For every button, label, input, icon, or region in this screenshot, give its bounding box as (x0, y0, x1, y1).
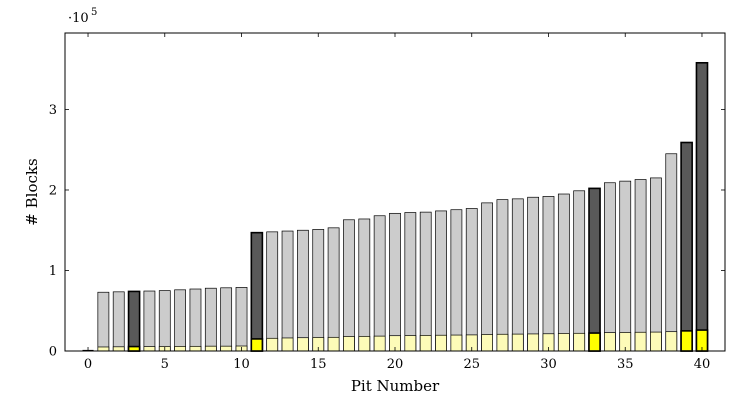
bar-total-pit-29 (527, 196, 540, 352)
bar-total-pit-35 (619, 180, 632, 352)
y-tick-label: 3 (49, 103, 57, 118)
bar-subset-pit-4 (143, 346, 156, 352)
y-tick-label: 1 (49, 264, 57, 279)
bars-group (82, 61, 709, 352)
x-axis-label: Pit Number (351, 377, 440, 395)
x-tick-label: 25 (463, 357, 480, 372)
bar-total-pit-32 (573, 190, 586, 352)
bar-subset-pit-19 (373, 335, 386, 352)
bar-subset-pit-39 (680, 330, 693, 352)
y-axis-scale-note: ·10 (68, 11, 89, 26)
bar-subset-pit-31 (557, 333, 570, 352)
x-tick-label: 5 (161, 357, 169, 372)
bar-subset-pit-26 (481, 334, 493, 352)
bar-total-pit-38 (665, 153, 678, 352)
y-axis-ticks: 0 1 2 3 (49, 103, 725, 360)
bar-total-pit-1 (97, 291, 110, 352)
bar-subset-pit-9 (220, 345, 233, 352)
x-tick-label: 35 (617, 357, 634, 372)
bar-subset-pit-12 (266, 337, 279, 352)
y-axis-scale-exponent: 5 (91, 7, 97, 18)
bar-subset-pit-23 (435, 334, 447, 352)
x-tick-label: 40 (694, 357, 711, 372)
bar-total-pit-14 (297, 229, 309, 352)
bar-total-pit-33 (588, 187, 601, 352)
bar-total-pit-19 (373, 215, 386, 352)
x-axis-ticks: 0 5 10 15 20 25 30 35 40 (84, 33, 710, 372)
bar-subset-pit-17 (343, 336, 355, 352)
bar-subset-pit-34 (604, 332, 616, 352)
bar-subset-pit-2 (112, 346, 125, 352)
bar-total-pit-25 (465, 208, 478, 352)
bar-subset-pit-24 (450, 334, 463, 352)
bar-subset-pit-18 (358, 335, 371, 352)
bar-subset-pit-38 (665, 331, 678, 352)
bar-subset-pit-27 (496, 333, 509, 352)
x-tick-label: 30 (540, 357, 557, 372)
bar-total-pit-28 (511, 198, 524, 352)
bar-total-pit-5 (158, 290, 171, 352)
bar-total-pit-10 (235, 287, 248, 352)
bar-total-pit-36 (634, 179, 647, 352)
bar-total-pit-37 (650, 177, 662, 352)
bar-total-pit-16 (327, 227, 340, 352)
bar-total-pit-31 (557, 193, 570, 352)
bar-subset-pit-1 (97, 346, 110, 352)
bar-subset-pit-8 (204, 345, 217, 352)
bar-total-pit-30 (542, 196, 555, 352)
bar-subset-pit-7 (189, 345, 202, 352)
bar-total-pit-13 (281, 230, 294, 352)
bar-subset-pit-22 (419, 335, 432, 352)
bar-subset-pit-13 (281, 337, 294, 352)
bar-subset-pit-11 (250, 338, 264, 352)
bar-total-pit-21 (404, 212, 417, 352)
bar-subset-pit-21 (404, 335, 417, 352)
x-tick-label: 10 (233, 357, 250, 372)
x-tick-label: 20 (387, 357, 404, 372)
bar-subset-pit-33 (588, 332, 601, 352)
x-tick-label: 15 (310, 357, 327, 372)
bar-total-pit-23 (435, 210, 447, 352)
bar-subset-pit-16 (327, 336, 340, 352)
bar-total-pit-9 (220, 287, 233, 352)
bar-subset-pit-6 (174, 346, 186, 352)
bar-total-pit-17 (343, 219, 355, 352)
bar-total-pit-34 (604, 182, 616, 352)
bar-total-pit-12 (266, 231, 279, 352)
bar-total-pit-40 (695, 61, 709, 352)
bar-total-pit-2 (112, 291, 125, 352)
bar-subset-pit-37 (650, 331, 662, 352)
bar-total-pit-26 (481, 202, 493, 352)
bar-total-pit-4 (143, 290, 156, 352)
x-tick-label: 0 (84, 357, 92, 372)
bar-subset-pit-29 (527, 333, 540, 352)
bar-total-pit-27 (496, 199, 509, 352)
bar-total-pit-15 (312, 229, 325, 352)
bar-total-pit-39 (680, 141, 693, 352)
bar-subset-pit-32 (573, 332, 586, 352)
bar-total-pit-20 (389, 212, 401, 352)
bar-total-pit-24 (450, 209, 463, 352)
bar-subset-pit-14 (297, 337, 309, 352)
bar-total-pit-18 (358, 218, 371, 352)
bar-total-pit-7 (189, 288, 202, 352)
bar-subset-pit-3 (127, 345, 141, 352)
y-axis-label: # Blocks (23, 158, 41, 225)
bar-subset-pit-36 (634, 331, 647, 352)
bar-total-pit-22 (419, 211, 432, 352)
y-tick-label: 0 (49, 345, 57, 360)
bar-total-pit-6 (174, 289, 186, 352)
bar-total-pit-11 (250, 231, 264, 352)
bar-total-pit-3 (127, 290, 141, 352)
bar-total-pit-8 (204, 287, 217, 352)
bar-subset-pit-28 (511, 333, 524, 352)
y-tick-label: 2 (49, 183, 57, 198)
